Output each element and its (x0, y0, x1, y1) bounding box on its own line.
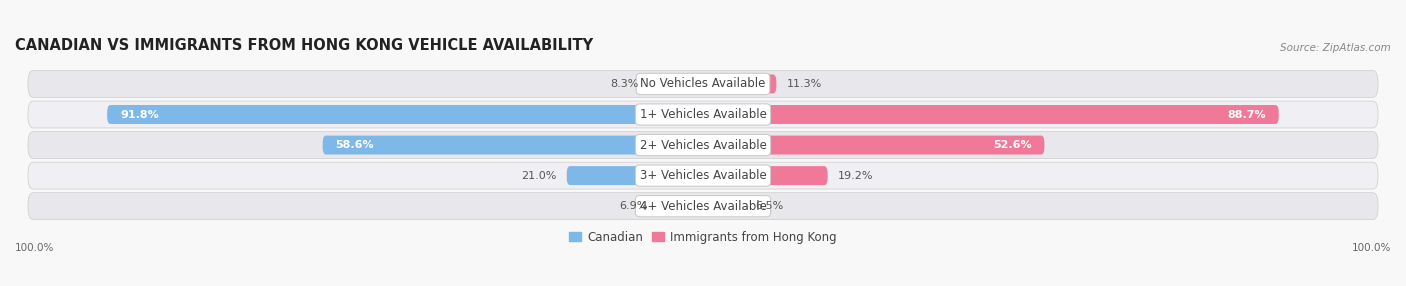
Text: 6.9%: 6.9% (620, 201, 648, 211)
Text: 91.8%: 91.8% (120, 110, 159, 120)
FancyBboxPatch shape (28, 162, 1378, 189)
FancyBboxPatch shape (703, 136, 1045, 154)
FancyBboxPatch shape (107, 105, 703, 124)
FancyBboxPatch shape (322, 136, 703, 154)
Text: 3+ Vehicles Available: 3+ Vehicles Available (640, 169, 766, 182)
Text: 11.3%: 11.3% (787, 79, 823, 89)
Text: 52.6%: 52.6% (993, 140, 1032, 150)
FancyBboxPatch shape (28, 193, 1378, 220)
Text: 6.5%: 6.5% (755, 201, 783, 211)
FancyBboxPatch shape (703, 166, 828, 185)
FancyBboxPatch shape (28, 101, 1378, 128)
Legend: Canadian, Immigrants from Hong Kong: Canadian, Immigrants from Hong Kong (565, 226, 841, 248)
Text: 2+ Vehicles Available: 2+ Vehicles Available (640, 138, 766, 152)
Text: No Vehicles Available: No Vehicles Available (640, 78, 766, 90)
Text: 19.2%: 19.2% (838, 171, 873, 181)
Text: 21.0%: 21.0% (522, 171, 557, 181)
FancyBboxPatch shape (658, 197, 703, 216)
Text: 8.3%: 8.3% (610, 79, 638, 89)
Text: 100.0%: 100.0% (15, 243, 55, 253)
FancyBboxPatch shape (703, 74, 776, 94)
Text: CANADIAN VS IMMIGRANTS FROM HONG KONG VEHICLE AVAILABILITY: CANADIAN VS IMMIGRANTS FROM HONG KONG VE… (15, 38, 593, 53)
FancyBboxPatch shape (703, 105, 1278, 124)
Text: Source: ZipAtlas.com: Source: ZipAtlas.com (1281, 43, 1391, 53)
Text: 4+ Vehicles Available: 4+ Vehicles Available (640, 200, 766, 213)
FancyBboxPatch shape (703, 197, 745, 216)
FancyBboxPatch shape (28, 71, 1378, 98)
FancyBboxPatch shape (650, 74, 703, 94)
FancyBboxPatch shape (567, 166, 703, 185)
Text: 1+ Vehicles Available: 1+ Vehicles Available (640, 108, 766, 121)
Text: 88.7%: 88.7% (1227, 110, 1265, 120)
FancyBboxPatch shape (28, 132, 1378, 158)
Text: 100.0%: 100.0% (1351, 243, 1391, 253)
Text: 58.6%: 58.6% (336, 140, 374, 150)
